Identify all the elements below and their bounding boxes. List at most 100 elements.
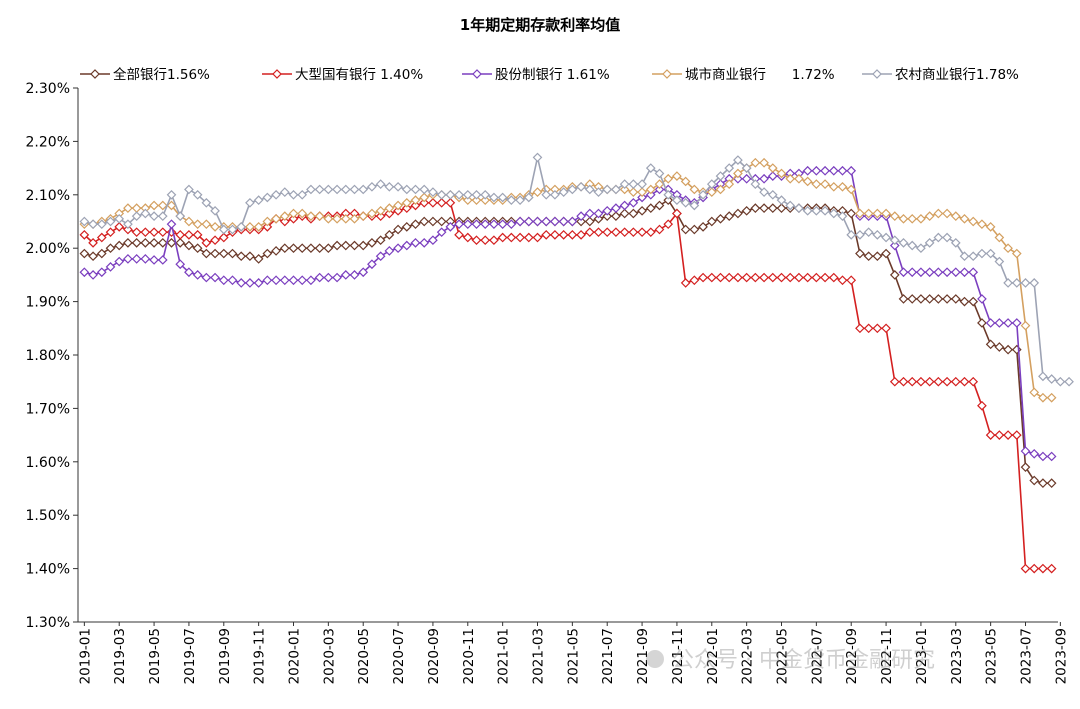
x-tick-label: 2023-09 <box>1053 628 1069 684</box>
data-point <box>985 248 996 259</box>
data-point <box>811 165 822 176</box>
data-point <box>210 221 220 232</box>
x-tick-label: 2021-11 <box>670 628 686 684</box>
data-point <box>794 173 804 184</box>
data-point <box>846 165 857 176</box>
data-point <box>811 272 822 283</box>
data-point <box>645 163 656 173</box>
y-axis: 1.30% 1.40% 1.50% 1.60% 1.70% 1.80% 1.90% 2.00%… <box>26 81 79 631</box>
data-point <box>567 230 578 240</box>
data-point <box>602 205 613 216</box>
data-point <box>349 240 360 251</box>
data-point <box>1020 320 1031 331</box>
data-point <box>96 219 107 230</box>
data-point <box>288 189 299 200</box>
data-point <box>741 272 752 283</box>
data-point <box>724 163 735 173</box>
x-tick-label: 2022-11 <box>879 628 895 684</box>
data-point <box>584 208 595 219</box>
data-point <box>776 195 787 205</box>
data-point <box>419 192 430 203</box>
data-point <box>192 219 203 230</box>
legend-label: 股份制银行 1.61% <box>495 67 610 83</box>
series-4 <box>79 157 1057 403</box>
legend-label: 城市商业银行 1.72% <box>685 66 835 83</box>
data-point <box>201 238 212 248</box>
data-point <box>924 238 935 248</box>
data-point <box>253 254 264 264</box>
data-point <box>1038 478 1048 489</box>
data-point <box>210 272 220 283</box>
data-point <box>907 240 918 251</box>
data-point <box>297 243 308 254</box>
y-tick-label: 2.00% <box>26 241 70 257</box>
data-point <box>715 272 726 283</box>
data-point <box>123 219 133 230</box>
legend-swatch-marker <box>272 69 282 79</box>
x-tick-label: 2023-07 <box>1019 628 1035 684</box>
data-point <box>907 267 918 278</box>
data-point <box>715 184 726 195</box>
data-point <box>384 230 395 240</box>
data-point <box>593 187 604 197</box>
data-point <box>175 211 186 222</box>
data-point <box>950 211 961 222</box>
data-point <box>314 184 325 195</box>
data-point <box>218 248 229 259</box>
data-point <box>297 208 308 219</box>
data-point <box>96 267 107 278</box>
data-point <box>619 227 630 238</box>
data-point <box>776 203 787 213</box>
series-line <box>83 202 1052 570</box>
data-point <box>436 227 447 238</box>
data-point <box>428 216 438 227</box>
data-point <box>950 267 961 278</box>
data-point <box>227 224 238 235</box>
data-point <box>271 275 281 286</box>
data-point <box>436 189 447 200</box>
data-point <box>306 275 316 286</box>
data-point <box>131 254 142 264</box>
x-tick-label: 2022-07 <box>809 628 825 684</box>
x-tick-label: 2019-03 <box>112 628 128 684</box>
data-point <box>576 181 586 192</box>
watermark-text: 公众号 · 中金货币金融研究 <box>672 648 935 673</box>
data-point <box>916 376 926 387</box>
data-point <box>79 230 90 240</box>
data-point <box>419 184 430 195</box>
data-point <box>1003 243 1013 254</box>
data-point <box>820 165 830 176</box>
data-point <box>907 213 918 224</box>
data-point <box>1020 446 1031 456</box>
data-point <box>279 211 290 222</box>
data-point <box>175 238 186 248</box>
data-point <box>297 189 308 200</box>
data-point <box>306 184 316 195</box>
data-point <box>706 272 717 283</box>
data-point <box>1003 278 1013 288</box>
data-point <box>916 243 926 254</box>
data-point <box>96 232 107 243</box>
data-point <box>881 208 891 219</box>
data-point <box>759 272 769 283</box>
data-point <box>1029 387 1040 398</box>
data-point <box>279 243 290 254</box>
data-point <box>393 224 403 235</box>
data-point <box>645 184 656 195</box>
x-axis: 2019-01 2019-03 2019-05 2019-07 2019-09 2019-… <box>77 621 1069 684</box>
legend-item-2: 大型国有银行 1.40% <box>262 67 423 83</box>
data-point <box>131 227 142 238</box>
data-point <box>558 230 569 240</box>
data-point <box>898 238 909 248</box>
data-point <box>628 179 639 189</box>
data-point <box>236 278 247 288</box>
x-tick-label: 2019-01 <box>77 628 93 684</box>
data-point <box>114 240 125 251</box>
data-point <box>114 221 125 232</box>
data-point <box>889 211 900 222</box>
data-point <box>410 238 421 248</box>
data-point <box>114 213 125 224</box>
data-point <box>1046 478 1057 489</box>
data-point <box>262 275 273 286</box>
data-point <box>611 211 621 222</box>
